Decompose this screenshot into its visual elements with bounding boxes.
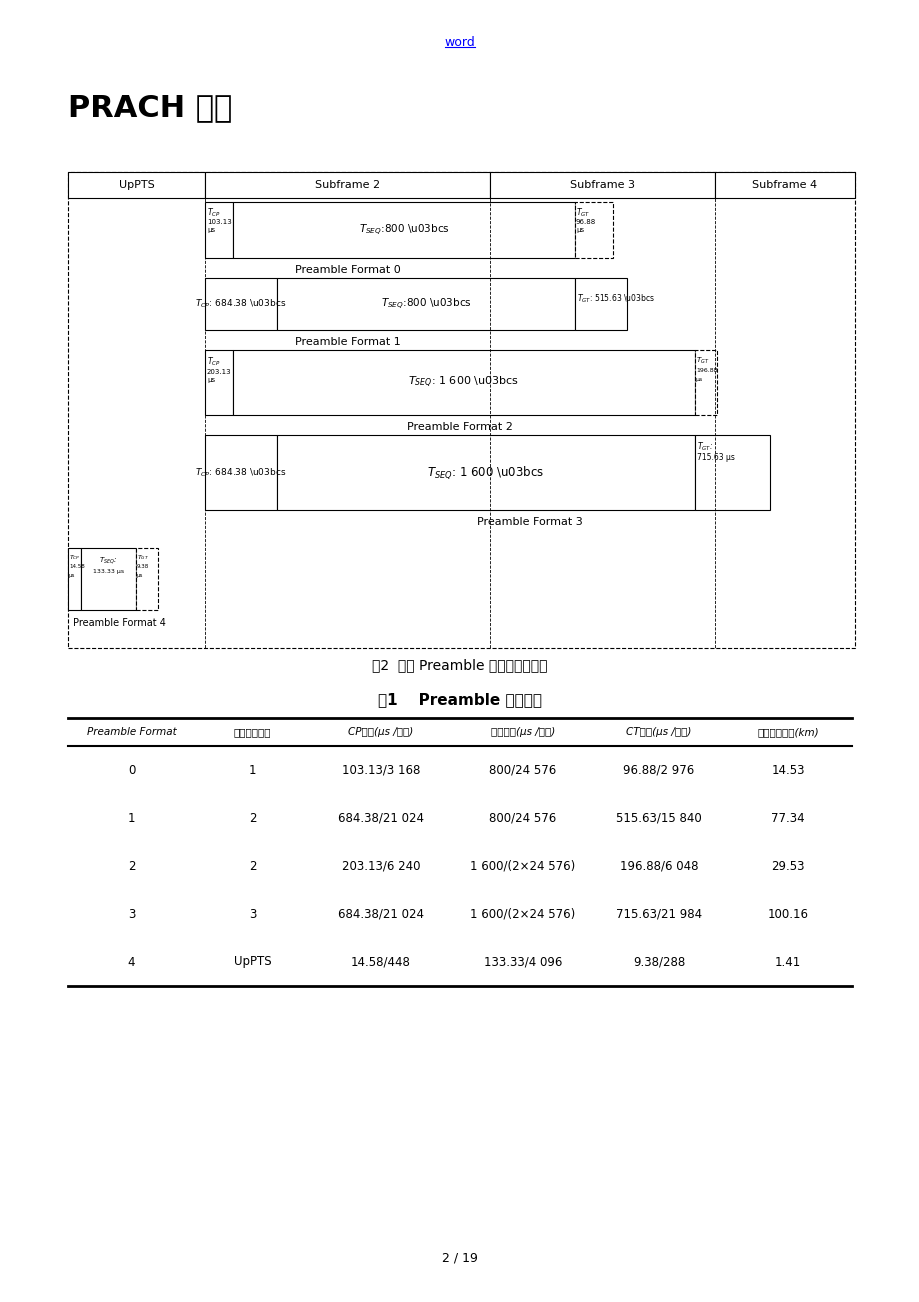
- Text: 684.38/21 024: 684.38/21 024: [337, 811, 424, 824]
- Text: Preamble Format 4: Preamble Format 4: [73, 618, 165, 628]
- Text: 14.58: 14.58: [69, 565, 85, 569]
- Text: Preamble Format 1: Preamble Format 1: [294, 337, 400, 348]
- Text: 2: 2: [248, 859, 256, 872]
- Bar: [694, 350, 716, 415]
- Text: 1 600/(2×24 576): 1 600/(2×24 576): [470, 907, 575, 921]
- Text: 196.88/6 048: 196.88/6 048: [619, 859, 698, 872]
- Text: 133.33/4 096: 133.33/4 096: [483, 956, 562, 969]
- Text: $T_{CP}$: $T_{CP}$: [207, 207, 221, 219]
- Bar: [205, 172, 490, 198]
- Text: UpPTS: UpPTS: [233, 956, 271, 969]
- Text: 800/24 576: 800/24 576: [489, 763, 556, 776]
- Text: 133.33 μs: 133.33 μs: [93, 569, 124, 573]
- Text: μs: μs: [207, 227, 215, 233]
- Text: $T_{SEQ}$: 1 600 \u03bcs: $T_{SEQ}$: 1 600 \u03bcs: [427, 464, 544, 480]
- Text: 29.53: 29.53: [770, 859, 804, 872]
- Text: 96.88/2 976: 96.88/2 976: [623, 763, 694, 776]
- Text: 分配的子帧数: 分配的子帧数: [233, 727, 271, 737]
- Bar: [68, 172, 205, 198]
- Text: 9.38: 9.38: [137, 565, 149, 569]
- Text: $T_{GT}$: $T_{GT}$: [137, 553, 149, 562]
- Text: μs: μs: [137, 573, 143, 578]
- Bar: [136, 548, 158, 611]
- Text: Subframe 2: Subframe 2: [314, 180, 380, 190]
- Text: 203.13: 203.13: [207, 368, 232, 375]
- Text: $T_{CP}$: 684.38 \u03bcs: $T_{CP}$: 684.38 \u03bcs: [195, 298, 287, 310]
- Bar: [68, 172, 854, 648]
- Text: 2: 2: [128, 859, 135, 872]
- Text: 1: 1: [128, 811, 135, 824]
- Text: 9.38/288: 9.38/288: [632, 956, 685, 969]
- Text: $T_{SEQ}$: 1 600 \u03bcs: $T_{SEQ}$: 1 600 \u03bcs: [408, 375, 519, 391]
- Text: Preamble Format 2: Preamble Format 2: [406, 422, 513, 432]
- Text: 715.63/21 984: 715.63/21 984: [615, 907, 701, 921]
- Bar: [233, 202, 574, 258]
- Bar: [574, 279, 627, 329]
- Bar: [205, 350, 233, 415]
- Text: 96.88: 96.88: [575, 219, 596, 225]
- Text: CP长度(μs /样点): CP长度(μs /样点): [348, 727, 414, 737]
- Bar: [277, 435, 694, 510]
- Text: CT长度(μs /样点): CT长度(μs /样点): [626, 727, 691, 737]
- Text: 2: 2: [248, 811, 256, 824]
- Text: UpPTS: UpPTS: [119, 180, 154, 190]
- Text: $T_{CP}$: $T_{CP}$: [207, 355, 221, 368]
- Text: 100.16: 100.16: [766, 907, 808, 921]
- Text: $T_{CP}$: $T_{CP}$: [69, 553, 80, 562]
- Text: 14.58/448: 14.58/448: [351, 956, 411, 969]
- Text: 4: 4: [128, 956, 135, 969]
- Text: $T_{GT}$: 515.63 \u03bcs: $T_{GT}$: 515.63 \u03bcs: [576, 293, 654, 305]
- Text: μs: μs: [69, 573, 75, 578]
- Bar: [205, 435, 277, 510]
- Text: 3: 3: [248, 907, 255, 921]
- Text: 203.13/6 240: 203.13/6 240: [341, 859, 420, 872]
- Text: 103.13: 103.13: [207, 219, 232, 225]
- Text: 715.63 μs: 715.63 μs: [697, 453, 734, 462]
- Text: 2 / 19: 2 / 19: [442, 1251, 477, 1264]
- Text: 序列长度(μs /样点): 序列长度(μs /样点): [491, 727, 554, 737]
- Text: 14.53: 14.53: [770, 763, 804, 776]
- Text: 1 600/(2×24 576): 1 600/(2×24 576): [470, 859, 575, 872]
- Text: 1: 1: [248, 763, 256, 776]
- Text: μs: μs: [575, 227, 584, 233]
- Text: 684.38/21 024: 684.38/21 024: [337, 907, 424, 921]
- Text: 515.63/15 840: 515.63/15 840: [616, 811, 701, 824]
- Text: Preamble Format 0: Preamble Format 0: [294, 266, 400, 275]
- Bar: [205, 279, 277, 329]
- Text: word: word: [444, 35, 475, 48]
- Bar: [714, 172, 854, 198]
- Text: $T_{SEQ}$:800 \u03bcs: $T_{SEQ}$:800 \u03bcs: [358, 223, 448, 237]
- Text: μs: μs: [207, 378, 215, 383]
- Text: μs: μs: [696, 376, 702, 381]
- Bar: [68, 548, 81, 611]
- Text: $T_{GT}$:: $T_{GT}$:: [697, 441, 712, 453]
- Text: 支持小区半径(km): 支持小区半径(km): [756, 727, 818, 737]
- Text: $T_{SEQ}$:: $T_{SEQ}$:: [99, 556, 118, 566]
- Text: PRACH 格式: PRACH 格式: [68, 94, 232, 122]
- Text: 77.34: 77.34: [770, 811, 804, 824]
- Bar: [205, 202, 233, 258]
- Text: 800/24 576: 800/24 576: [489, 811, 556, 824]
- Text: $T_{GT}$: $T_{GT}$: [696, 355, 709, 366]
- Bar: [233, 350, 694, 415]
- Text: 196.88: 196.88: [696, 367, 717, 372]
- Text: Preamble Format 3: Preamble Format 3: [477, 517, 583, 527]
- Text: Preamble Format: Preamble Format: [86, 727, 176, 737]
- Text: $T_{GT}$: $T_{GT}$: [575, 207, 590, 219]
- Text: 表1    Preamble 参数取値: 表1 Preamble 参数取値: [378, 693, 541, 707]
- Text: $T_{SEQ}$:800 \u03bcs: $T_{SEQ}$:800 \u03bcs: [380, 297, 471, 311]
- Bar: [277, 279, 574, 329]
- Text: 103.13/3 168: 103.13/3 168: [342, 763, 420, 776]
- Text: 1.41: 1.41: [774, 956, 800, 969]
- Text: 3: 3: [128, 907, 135, 921]
- Bar: [81, 548, 136, 611]
- Bar: [490, 172, 714, 198]
- Text: 0: 0: [128, 763, 135, 776]
- Text: $T_{CP}$: 684.38 \u03bcs: $T_{CP}$: 684.38 \u03bcs: [195, 466, 287, 479]
- Text: 图2  各种 Preamble 格式的时域结构: 图2 各种 Preamble 格式的时域结构: [372, 658, 547, 672]
- Bar: [694, 435, 769, 510]
- Text: Subframe 4: Subframe 4: [752, 180, 817, 190]
- Text: Subframe 3: Subframe 3: [570, 180, 634, 190]
- Bar: [574, 202, 612, 258]
